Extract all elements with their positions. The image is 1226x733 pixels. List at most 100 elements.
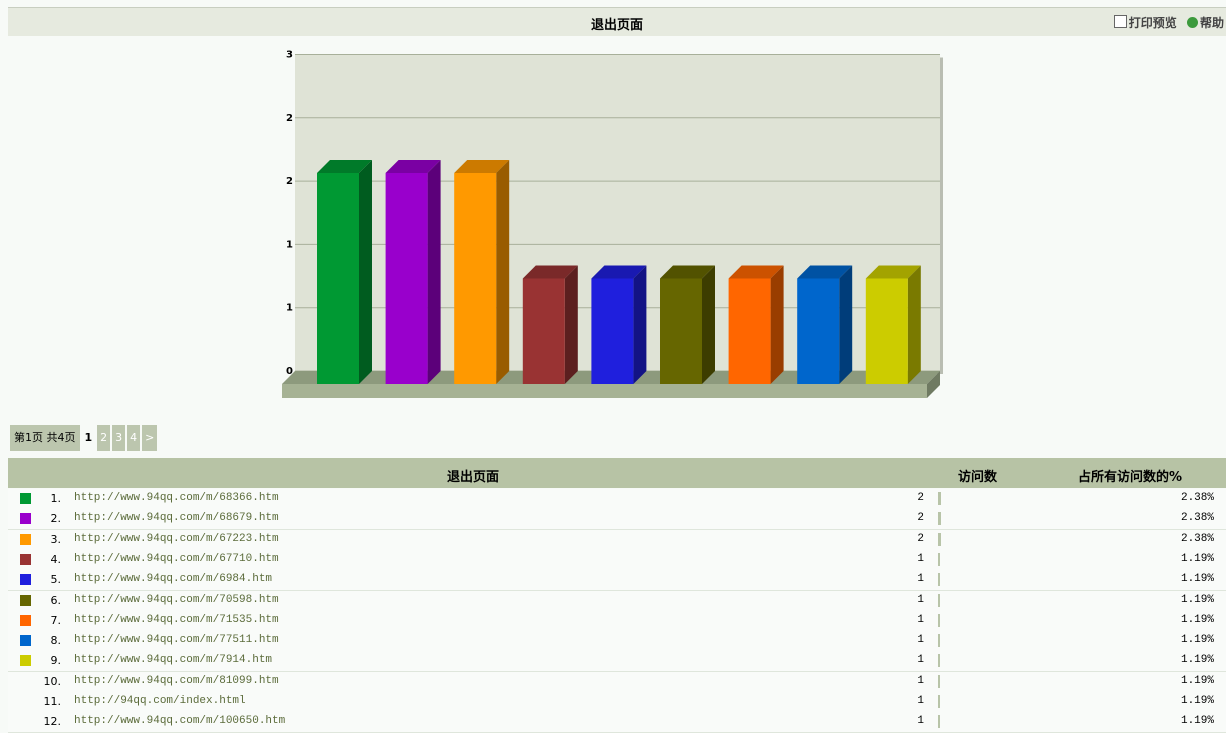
visits: 1 [917, 634, 924, 647]
url[interactable]: http://www.94qq.com/m/71535.htm [74, 613, 279, 626]
url[interactable]: http://www.94qq.com/m/68366.htm [74, 492, 279, 504]
share: 2.38% [1180, 512, 1214, 525]
y-tick-label: 1 [286, 239, 293, 250]
color-swatch [20, 513, 31, 525]
visits-bar [938, 634, 940, 648]
color-swatch [20, 594, 31, 606]
next-page[interactable]: > [142, 425, 158, 451]
bar [317, 173, 359, 384]
table-row: 5. http://www.94qq.com/m/6984.htm 1 1.19% [8, 570, 1226, 592]
help[interactable]: 帮助 [1199, 16, 1224, 30]
visits: 1 [917, 593, 924, 606]
column-header: 占所有访问数的% [1078, 470, 1183, 485]
bar [865, 278, 908, 384]
bar-top [454, 160, 510, 173]
bar-side [702, 265, 715, 384]
visits-bar [938, 613, 940, 627]
color-swatch [20, 574, 31, 586]
print-preview[interactable]: 打印预览 [1128, 16, 1177, 30]
bar [660, 278, 702, 384]
bar-top [317, 160, 372, 173]
url[interactable]: http://www.94qq.com/m/68679.htm [74, 512, 279, 525]
rank: 5. [50, 573, 62, 587]
rank: 6. [50, 593, 62, 607]
toolbar: 打印预览 帮助 [1108, 14, 1224, 31]
rank: 12. [43, 715, 62, 729]
chart: 0 1 1 2 2 3 [282, 50, 943, 398]
bar-top [591, 265, 647, 279]
floor-front [282, 384, 927, 398]
url[interactable]: http://94qq.com/index.html [74, 695, 246, 707]
visits-bar [938, 532, 941, 546]
url[interactable]: http://www.94qq.com/m/77511.htm [74, 634, 279, 647]
visits-bar [938, 573, 940, 587]
page-summary: 第1页 共4页 [10, 425, 80, 451]
y-tick-label: 1 [286, 303, 293, 314]
url[interactable]: http://www.94qq.com/m/67710.htm [74, 552, 279, 565]
visits-bar [938, 654, 940, 668]
table-row: 8. http://www.94qq.com/m/77511.htm 1 1.19% [8, 631, 1226, 653]
share: 1.19% [1180, 715, 1214, 728]
color-swatch [20, 553, 31, 565]
url[interactable]: http://www.94qq.com/m/67223.htm [74, 532, 279, 545]
bar-side [770, 265, 784, 384]
table-row: 11. http://94qq.com/index.html 1 1.19% [8, 692, 1226, 713]
pagination: 第1页 共4页 1 2 3 4 > [10, 424, 158, 452]
color-swatch [20, 493, 31, 504]
url[interactable]: http://www.94qq.com/m/6984.htm [74, 573, 273, 586]
bar-side [496, 160, 510, 384]
bar-top [865, 265, 921, 279]
table-header: 退出页面 访问数 占所有访问数的% [8, 458, 1226, 488]
visits-bar [938, 695, 940, 708]
rank: 7. [50, 613, 62, 627]
page-link[interactable]: 2 [97, 425, 111, 451]
bar-top [522, 265, 578, 279]
bar [522, 278, 565, 384]
visits-bar [938, 552, 940, 566]
color-swatch [20, 533, 31, 545]
visits-bar [938, 593, 940, 607]
rank: 8. [50, 634, 62, 648]
visits: 1 [917, 552, 924, 565]
visits-bar [938, 492, 941, 505]
bar-side [359, 160, 372, 384]
rank: 11. [43, 695, 62, 708]
page-link[interactable]: 3 [112, 425, 126, 451]
y-tick-label: 3 [286, 50, 293, 61]
bar [728, 278, 771, 384]
visits-bar [938, 715, 940, 729]
url[interactable]: http://www.94qq.com/m/100650.htm [74, 715, 286, 728]
color-swatch [20, 635, 31, 647]
visits: 1 [917, 695, 924, 707]
share: 2.38% [1180, 492, 1214, 504]
share: 1.19% [1180, 695, 1214, 707]
page-link[interactable]: 4 [127, 425, 141, 451]
share: 1.19% [1180, 613, 1214, 626]
url[interactable]: http://www.94qq.com/m/70598.htm [74, 593, 279, 606]
rank: 9. [50, 654, 62, 668]
url[interactable]: http://www.94qq.com/m/7914.htm [74, 654, 273, 667]
bar-top [797, 265, 853, 279]
help-icon [1186, 17, 1198, 28]
visits: 1 [917, 613, 924, 626]
bar [454, 173, 497, 384]
visits-bar [938, 512, 941, 526]
share: 1.19% [1180, 634, 1214, 647]
share: 1.19% [1180, 573, 1214, 586]
visits: 2 [917, 512, 924, 525]
bar-top [385, 160, 441, 173]
bar [797, 278, 840, 384]
share: 1.19% [1180, 593, 1214, 606]
print-icon [1113, 15, 1127, 28]
visits: 1 [917, 674, 924, 687]
column-header: 访问数 [958, 470, 998, 485]
table-row: 9. http://www.94qq.com/m/7914.htm 1 1.19% [8, 651, 1226, 673]
bar [385, 173, 428, 384]
table-row: 7. http://www.94qq.com/m/71535.htm 1 1.19% [8, 610, 1226, 632]
page-link: 1 [84, 431, 93, 444]
y-tick-label: 2 [286, 176, 293, 187]
share: 1.19% [1180, 552, 1214, 565]
url[interactable]: http://www.94qq.com/m/81099.htm [74, 674, 279, 687]
table-row: 12. http://www.94qq.com/m/100650.htm 1 1.19… [8, 712, 1226, 733]
table-row: 2. http://www.94qq.com/m/68679.htm 2 2.38% [8, 509, 1226, 531]
